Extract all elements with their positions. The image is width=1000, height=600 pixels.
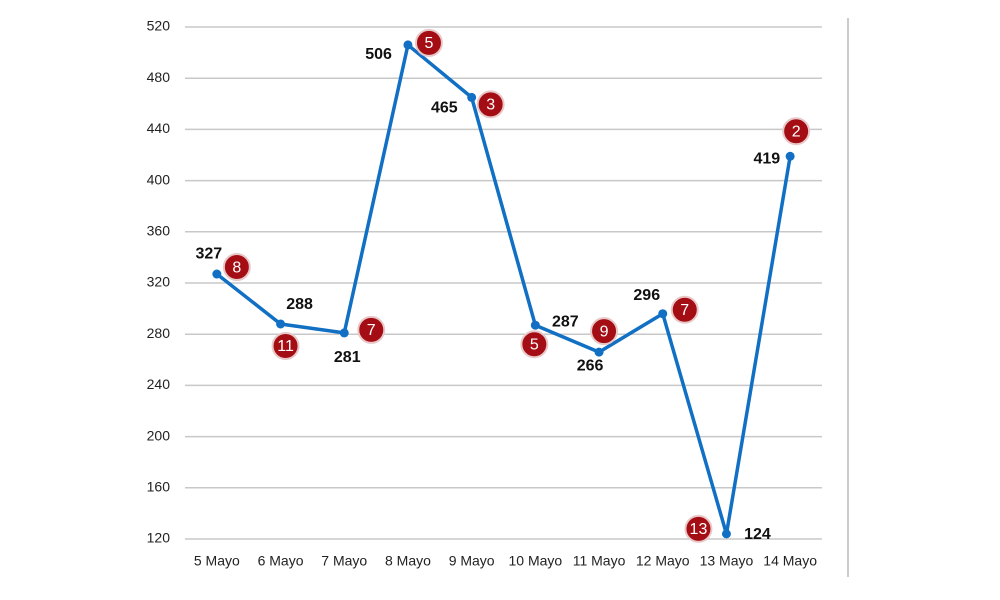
data-label: 124 — [744, 526, 771, 543]
badge-label: 13 — [690, 521, 708, 538]
badge-label: 7 — [367, 322, 376, 339]
y-tick-label: 120 — [147, 530, 171, 546]
badge-label: 5 — [424, 35, 433, 52]
point — [467, 92, 477, 102]
x-tick-label: 5 Mayo — [194, 553, 240, 569]
badge — [684, 514, 713, 543]
badge-label: 5 — [530, 336, 539, 353]
point — [212, 269, 222, 279]
point — [403, 40, 413, 50]
x-tick-label: 12 Mayo — [636, 553, 690, 569]
y-tick-label: 240 — [147, 376, 171, 392]
badge — [520, 330, 549, 359]
data-label: 327 — [195, 245, 222, 262]
point — [594, 347, 604, 357]
x-tick-label: 8 Mayo — [385, 553, 431, 569]
badge-label: 7 — [680, 302, 689, 319]
x-tick-label: 14 Mayo — [763, 553, 817, 569]
y-tick-label: 520 — [147, 18, 171, 34]
point — [721, 529, 731, 539]
data-label: 288 — [286, 296, 313, 313]
data-label: 465 — [431, 100, 458, 117]
data-label: 506 — [365, 46, 392, 63]
y-tick-label: 440 — [147, 120, 171, 136]
badge-label: 11 — [277, 338, 294, 355]
badge — [222, 253, 251, 282]
x-tick-label: 6 Mayo — [258, 553, 304, 569]
y-tick-label: 200 — [147, 427, 171, 443]
point — [658, 309, 668, 319]
badge — [357, 315, 386, 344]
x-tick-label: 9 Mayo — [449, 553, 495, 569]
badge — [476, 90, 505, 119]
badge — [590, 317, 619, 346]
data-label: 287 — [552, 313, 579, 330]
badge-label: 2 — [792, 123, 801, 140]
point — [785, 151, 795, 161]
y-tick-label: 480 — [147, 69, 171, 85]
y-tick-label: 280 — [147, 325, 171, 341]
badge-label: 9 — [600, 323, 609, 340]
badge — [271, 331, 300, 360]
line — [215, 43, 792, 536]
badge — [414, 28, 443, 57]
point — [276, 319, 286, 329]
x-tick-label: 10 Mayo — [508, 553, 562, 569]
x-tick-label: 13 Mayo — [700, 553, 754, 569]
badge-label: 8 — [232, 259, 241, 276]
badge — [670, 295, 699, 324]
point — [530, 320, 540, 330]
y-tick-label: 160 — [147, 479, 171, 495]
data-label: 266 — [577, 357, 604, 374]
y-tick-label: 320 — [147, 274, 171, 290]
data-label: 419 — [753, 150, 780, 167]
y-tick-label: 400 — [147, 171, 171, 187]
y-tick-label: 360 — [147, 223, 171, 239]
x-tick-label: 11 Mayo — [573, 553, 626, 569]
x-tick-label: 7 Mayo — [321, 553, 367, 569]
data-label: 296 — [633, 287, 660, 304]
badge-label: 3 — [486, 97, 495, 114]
data-label: 281 — [334, 349, 361, 366]
badge — [782, 117, 811, 146]
point — [339, 328, 349, 338]
